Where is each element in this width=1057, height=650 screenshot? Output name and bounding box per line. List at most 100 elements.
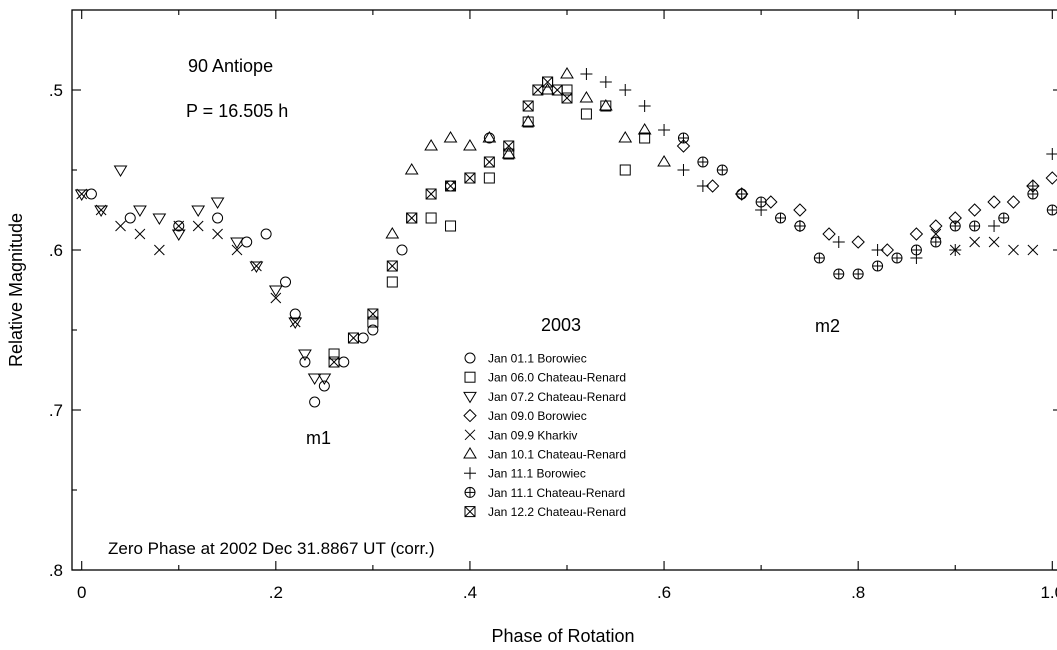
x-tick-label: 0: [77, 583, 86, 602]
legend: Jan 01.1 Borowiec Jan 06.0 Chateau-Renard…: [463, 352, 626, 519]
data-point: [173, 220, 185, 232]
data-point: [696, 180, 709, 192]
x-axis-label: Phase of Rotation: [491, 626, 634, 646]
data-point: [309, 396, 321, 408]
data-point: [483, 132, 495, 144]
data-point: [822, 227, 836, 241]
data-point: [1027, 188, 1039, 200]
data-point: [637, 123, 652, 135]
y-tick-label: .7: [49, 401, 63, 420]
data-point: [705, 179, 720, 193]
data-point: [522, 100, 534, 112]
data-point: [969, 236, 981, 248]
data-point: [299, 356, 311, 368]
series-1: [85, 132, 495, 408]
legend-marker: [464, 467, 476, 480]
series-8: [677, 132, 1057, 280]
data-point: [949, 220, 961, 232]
data-point: [813, 252, 825, 264]
legend-marker: [463, 391, 477, 404]
data-point: [967, 203, 982, 217]
data-point: [260, 228, 272, 240]
data-point: [367, 308, 379, 320]
data-point: [386, 276, 398, 288]
legend-item: Jan 12.2 Chateau-Renard: [464, 505, 626, 519]
data-point: [404, 163, 419, 175]
series-5: [76, 188, 1039, 328]
data-point: [988, 220, 1001, 232]
data-point: [482, 131, 497, 143]
legend-item: Jan 09.0 Borowiec: [463, 408, 587, 423]
data-point: [367, 324, 379, 336]
data-point: [618, 131, 633, 143]
data-point: [113, 165, 128, 177]
data-point: [755, 196, 767, 208]
period-label: P = 16.505 h: [186, 101, 288, 121]
data-point: [251, 260, 262, 272]
x-tick-label: .4: [463, 583, 477, 602]
data-point: [600, 100, 612, 112]
data-point: [230, 237, 244, 249]
data-point: [231, 244, 243, 256]
data-point: [124, 212, 136, 224]
year-label: 2003: [541, 315, 581, 335]
legend-label: Jan 10.1 Chateau-Renard: [488, 448, 626, 462]
data-point: [832, 236, 845, 248]
data-point: [988, 236, 1000, 248]
series-4: [676, 139, 1057, 257]
data-point: [385, 227, 400, 239]
data-point: [833, 268, 845, 280]
legend-label: Jan 01.1 Borowiec: [488, 352, 587, 366]
series-9: [328, 76, 573, 368]
legend-item: Jan 10.1 Chateau-Renard: [463, 447, 626, 462]
data-point: [891, 252, 903, 264]
data-point: [909, 227, 924, 241]
data-point: [288, 317, 303, 329]
data-point: [298, 349, 312, 361]
data-point: [1027, 244, 1039, 256]
data-point: [658, 124, 671, 136]
chart-title: 90 Antiope: [188, 56, 273, 76]
data-point: [872, 260, 884, 272]
legend-marker: [464, 506, 476, 518]
data-point: [152, 213, 167, 225]
data-point: [677, 132, 689, 144]
data-point: [307, 373, 322, 385]
data-point: [1045, 171, 1057, 185]
x-tick-label: .8: [851, 583, 865, 602]
data-point: [987, 195, 1001, 209]
data-point: [560, 67, 574, 79]
data-point: [357, 332, 369, 344]
axis-ticks: [72, 10, 1057, 571]
data-point: [425, 212, 437, 224]
data-point: [94, 205, 109, 217]
data-point: [930, 228, 942, 240]
data-point: [638, 100, 651, 112]
zero-phase-label: Zero Phase at 2002 Dec 31.8867 UT (corr.…: [108, 539, 435, 558]
y-tick-label: .5: [49, 81, 63, 100]
data-point: [425, 188, 437, 200]
data-point: [598, 99, 613, 111]
legend-item: Jan 11.1 Chateau-Renard: [464, 486, 625, 500]
legend-marker: [464, 371, 476, 383]
legend-marker: [464, 429, 476, 441]
data-point: [241, 236, 253, 248]
data-point: [1008, 244, 1019, 256]
legend-item: Jan 11.1 Borowiec: [464, 467, 586, 481]
legend-label: Jan 12.2 Chateau-Renard: [488, 505, 626, 519]
legend-marker: [463, 408, 477, 423]
y-axis-label: Relative Magnitude: [6, 213, 26, 367]
data-point: [95, 204, 107, 216]
data-point: [406, 212, 418, 224]
data-point: [998, 212, 1010, 224]
data-point: [328, 356, 340, 368]
data-point: [734, 187, 749, 201]
x-tick-label: .2: [269, 583, 283, 602]
data-point: [464, 172, 476, 184]
legend-marker: [464, 486, 476, 498]
data-point: [76, 188, 88, 200]
data-point: [424, 139, 439, 151]
data-point: [540, 83, 555, 95]
x-tick-label: 1.0: [1040, 583, 1057, 602]
data-point: [542, 76, 554, 88]
